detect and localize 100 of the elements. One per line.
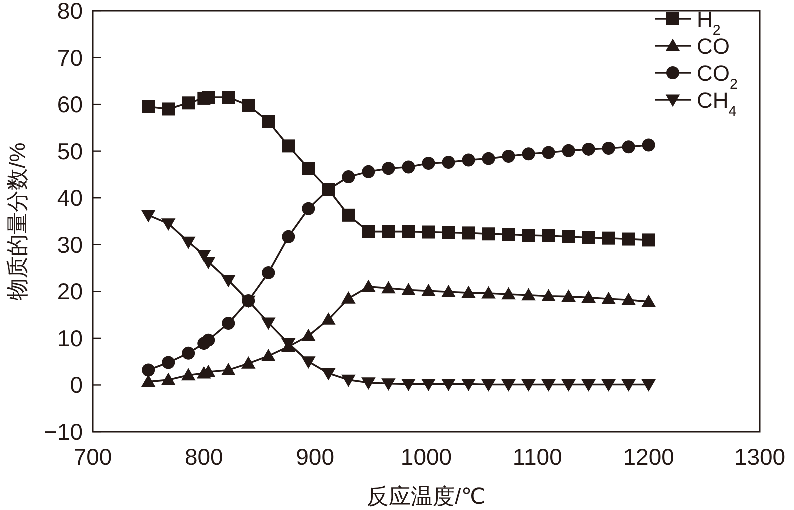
point	[502, 380, 516, 392]
x-tick-label: 1100	[512, 444, 562, 470]
point	[162, 356, 176, 370]
point	[162, 102, 176, 116]
point	[182, 96, 196, 110]
y-tick-label: 70	[57, 44, 83, 71]
point	[362, 165, 376, 178]
point	[181, 368, 196, 381]
point	[382, 281, 396, 294]
point	[462, 379, 476, 392]
point	[261, 318, 276, 330]
point	[161, 218, 176, 231]
y-tick-label: 10	[57, 325, 83, 352]
point	[622, 232, 636, 246]
point	[602, 232, 616, 245]
point	[582, 380, 596, 392]
point	[342, 374, 356, 388]
point	[582, 290, 596, 303]
point	[142, 364, 156, 377]
point	[221, 275, 236, 288]
point	[322, 368, 336, 381]
point	[362, 280, 376, 292]
point	[462, 226, 476, 240]
y-tick-label: 40	[57, 185, 83, 212]
y-tick-label: 50	[57, 138, 83, 164]
point	[362, 225, 376, 238]
point	[642, 234, 656, 247]
point	[602, 380, 616, 392]
point	[302, 356, 316, 369]
y-tick-label: 30	[57, 232, 83, 258]
point	[502, 150, 516, 163]
point	[522, 288, 536, 301]
point	[342, 292, 356, 304]
point	[562, 230, 576, 244]
point	[302, 162, 316, 176]
point	[502, 228, 516, 242]
point	[422, 226, 436, 239]
point	[442, 379, 456, 392]
point	[242, 98, 256, 112]
x-tick-label: 1200	[623, 444, 674, 470]
point	[482, 380, 496, 392]
point	[241, 356, 256, 369]
point	[422, 156, 436, 170]
x-tick-label: 1300	[734, 444, 786, 470]
point	[462, 286, 476, 298]
point	[542, 380, 556, 392]
point	[141, 210, 156, 223]
y-axis-title: 物质的量分数/%	[5, 142, 30, 300]
point	[202, 334, 216, 347]
point	[642, 294, 656, 308]
point	[642, 138, 656, 152]
y-tick-label: 60	[57, 92, 83, 118]
point	[622, 380, 636, 392]
point	[582, 231, 596, 244]
point	[562, 144, 576, 158]
point	[402, 283, 416, 296]
point	[402, 225, 416, 238]
point	[222, 91, 236, 104]
point	[482, 228, 496, 241]
point	[261, 349, 276, 362]
point	[542, 230, 556, 242]
point	[642, 380, 656, 392]
point	[622, 140, 636, 154]
point	[542, 289, 556, 302]
point	[382, 225, 396, 238]
point	[342, 208, 356, 222]
x-tick-label: 800	[184, 444, 224, 470]
point	[262, 115, 276, 128]
point	[382, 378, 396, 391]
point	[342, 170, 356, 184]
point	[522, 380, 536, 392]
point	[402, 160, 416, 174]
point	[442, 156, 456, 170]
point	[422, 284, 436, 296]
point	[141, 374, 156, 388]
point	[142, 100, 156, 114]
point	[482, 286, 496, 299]
y-tick-label: −10	[44, 419, 83, 445]
y-tick-label: 0	[70, 372, 83, 398]
point	[302, 328, 316, 342]
x-tick-label: 1000	[400, 444, 452, 470]
x-tick-label: 700	[74, 444, 112, 470]
point	[161, 372, 176, 386]
point	[282, 140, 296, 153]
point	[322, 312, 336, 325]
point	[442, 226, 456, 240]
point	[522, 148, 536, 161]
point	[602, 142, 616, 156]
point	[181, 236, 196, 250]
point	[262, 266, 276, 280]
y-tick-label: 80	[57, 0, 83, 24]
y-tick-label: 20	[57, 278, 83, 305]
point	[182, 346, 196, 360]
point	[562, 380, 576, 392]
point	[382, 162, 396, 176]
point	[602, 292, 616, 304]
point	[442, 284, 456, 298]
point	[542, 146, 556, 160]
point	[462, 154, 476, 167]
point	[562, 290, 576, 302]
